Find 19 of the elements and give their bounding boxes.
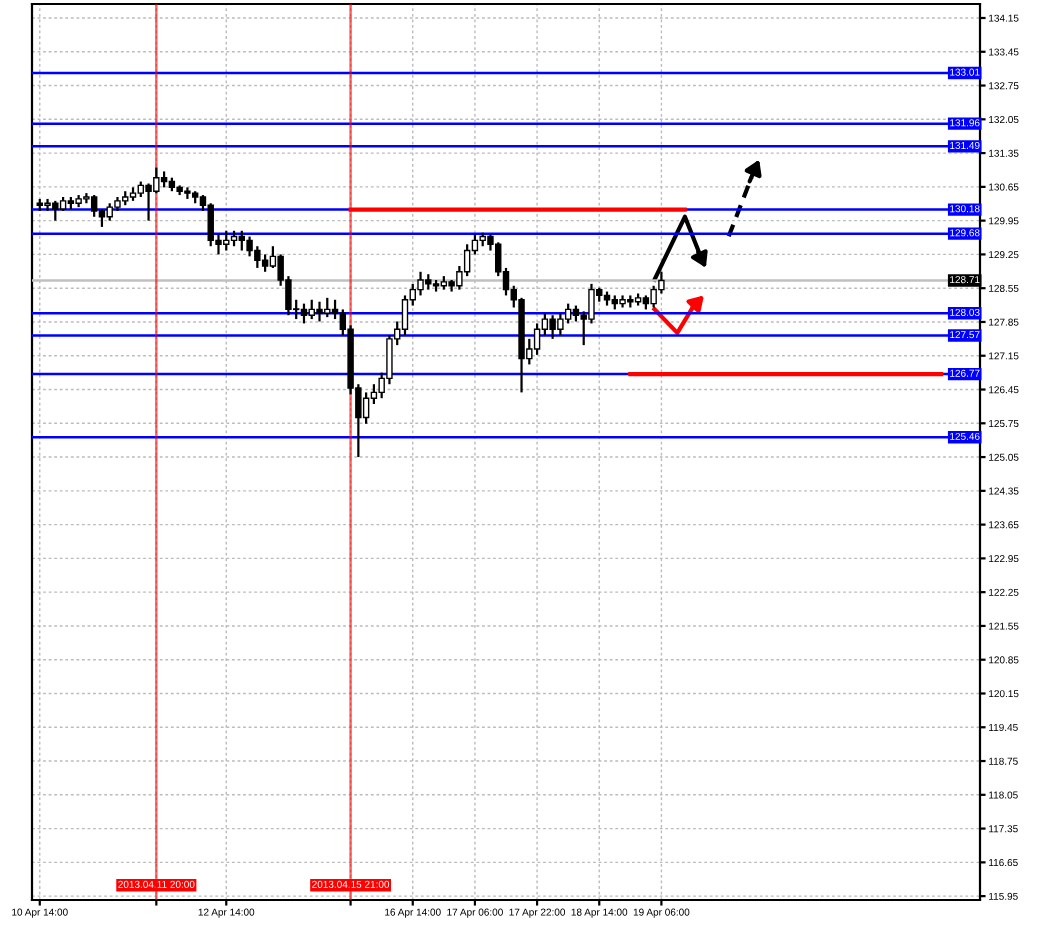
candlestick <box>207 202 214 248</box>
candlestick <box>300 302 308 325</box>
candlestick <box>184 186 191 201</box>
candlestick <box>238 229 246 252</box>
candlestick <box>254 245 261 270</box>
candlestick <box>223 229 230 252</box>
candlestick <box>324 296 331 319</box>
candlestick <box>362 391 370 425</box>
candlestick <box>145 182 152 222</box>
candlestick <box>316 300 323 323</box>
candlestick <box>463 243 471 278</box>
candlestick <box>308 298 315 321</box>
candlestick <box>52 199 59 222</box>
candlestick <box>44 197 51 213</box>
candlestick <box>90 193 98 218</box>
candlestick <box>533 322 541 356</box>
candlestick <box>401 294 409 337</box>
candlestick <box>557 312 564 337</box>
candlestick <box>549 314 556 340</box>
